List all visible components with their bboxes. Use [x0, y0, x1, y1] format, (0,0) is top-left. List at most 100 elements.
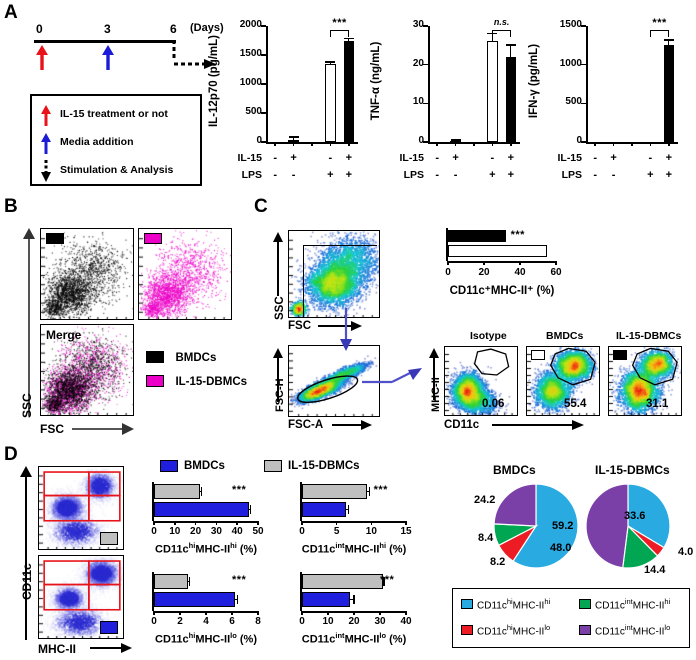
legend-label-d-il15dbmcs: IL-15-DBMCs [288, 460, 360, 472]
condition-symbol-il12p70-IL-15-3: - [328, 152, 333, 164]
errorcap-cd11cint-mhciilo-IL-15-DBMCs [383, 577, 385, 586]
y-axis-tnfa [428, 26, 430, 142]
panel-c-mhcii-label: MHC-II [430, 377, 442, 412]
quadrant-gate-1[interactable] [88, 471, 121, 497]
x-tick-tnfa-1 [454, 142, 457, 146]
pie-label-0-1: 8.2 [490, 556, 506, 568]
x-tick-ifng-1 [612, 142, 615, 146]
gate-overlay[interactable] [445, 347, 518, 416]
quadrant-gate-0[interactable] [43, 560, 90, 586]
y-tick-label-il12p70-3: 1500 [239, 48, 262, 59]
y-tick-label-tnfa-0: 0 [418, 135, 424, 146]
x-tick-il12p70-2 [311, 142, 313, 146]
y-tick-label-ifng-1: 500 [565, 96, 582, 108]
significance-cd11chi-mhciilo: *** [232, 574, 247, 586]
x-tick-cd11cint-mhciilo-1 [327, 611, 329, 615]
x-axis-cd11c [448, 261, 556, 263]
significance-tnfa: n.s. [493, 17, 510, 27]
bar-tnfa-4 [505, 56, 516, 142]
quadrant-gate-1[interactable] [88, 560, 121, 586]
x-tick-label-cd11cint-mhciilo-4: 40 [400, 616, 412, 627]
pie-legend-item-0: CD11chiMHC-IIhi [461, 597, 550, 611]
pie-chart-bmdcs: 59.2 8.2 8.4 24.2 [470, 480, 600, 575]
gate-polygon[interactable] [549, 347, 596, 386]
x-tick-cd11c-1 [483, 261, 485, 265]
y-tick-il12p70-3 [261, 54, 266, 56]
legend-label-bmdcs: BMDCs [175, 352, 217, 364]
errorbar-cd11cint-mhciilo-BMDCs [350, 598, 354, 601]
flow-plot-d-bmdcs[interactable] [38, 555, 124, 639]
x-tick-label-cd11cint-mhciihi-1: 5 [333, 526, 340, 537]
errorcap-cd11chi-mhciilo-IL-15-DBMCs [188, 577, 191, 586]
x-tick-cd11c-3 [555, 261, 557, 265]
red-up-arrow-icon [41, 105, 51, 126]
x-tick-il12p70-4 [348, 142, 350, 146]
condition-symbol-ifng-LPS-1: - [611, 169, 616, 181]
swatch-bmdcs-c [531, 350, 545, 360]
panel-c-ssc-axis-arrow-icon [273, 232, 283, 296]
gate-fsc-ssc[interactable] [303, 245, 377, 317]
errorcap-tnfa-4 [505, 44, 516, 46]
timeline-unit: (Days) [190, 22, 224, 34]
pie-label-1-0: 33.6 [624, 510, 646, 522]
condition-symbol-il12p70-LPS-3: + [327, 169, 334, 181]
sig-bracket-tnfa [492, 30, 511, 37]
x-tick-cd11chi-mhciilo-1 [179, 611, 181, 615]
flow-plot-isotype[interactable] [444, 346, 518, 416]
swatch-legend-bmdcs [160, 460, 178, 472]
pie-title-il15dbmcs: IL-15-DBMCs [595, 463, 670, 477]
condition-symbol-tnfa-LPS-1: - [453, 169, 458, 181]
x-tick-cd11cint-mhciilo-4 [405, 611, 407, 615]
panel-b-x-axis-arrow-icon [72, 423, 134, 435]
y-tick-label-il12p70-2: 1000 [239, 77, 262, 88]
pie-legend-item-3: CD11cintMHC-IIlo [579, 623, 670, 637]
scatter-canvas [41, 229, 133, 319]
flow-plot-merge-fsc-ssc[interactable] [40, 324, 134, 416]
bar-il12p70-4 [343, 41, 354, 142]
pie-svg-0 [493, 483, 579, 569]
x-tick-ifng-3 [649, 142, 652, 146]
x-axis-title-cd11c: CD11c⁺MHC-II⁺ (%) [449, 285, 555, 297]
condition-symbol-ifng-LPS-4: + [665, 169, 673, 181]
singlet-gate-overlay[interactable] [289, 346, 380, 417]
quadrant-gate-2[interactable] [43, 583, 90, 611]
gate-polygon[interactable] [473, 348, 510, 376]
quadrant-gate-3[interactable] [88, 494, 121, 522]
gating-arrow-right-icon [362, 368, 422, 384]
timeline-axis [34, 40, 176, 43]
quadrant-gate-0[interactable] [43, 471, 90, 497]
y-axis-il12p70 [266, 26, 268, 142]
condition-symbol-il12p70-IL-15-0: - [273, 152, 278, 164]
quadrant-gate-overlay[interactable] [39, 467, 124, 550]
flow-plot-bmdcs-fsc-ssc[interactable] [40, 228, 134, 320]
y-tick-ifng-3 [581, 25, 586, 27]
gate-polygon[interactable] [631, 347, 678, 386]
merge-label: Merge [46, 328, 82, 342]
x-tick-cd11chi-mhciihi-3 [215, 521, 218, 525]
x-tick-cd11cint-mhciihi-0 [301, 521, 303, 525]
x-tick-label-cd11chi-mhciihi-0: 0 [151, 526, 157, 537]
swatch-il15dbmcs-b [144, 233, 162, 244]
x-tick-cd11c-0 [447, 261, 449, 265]
legend-item-il15: IL-15 treatment or not [38, 102, 202, 128]
gate-overlay[interactable] [527, 347, 600, 416]
pie-swatch-cd11chi-mhciilo [461, 625, 473, 636]
x-tick-label-cd11cint-mhciihi-0: 0 [299, 526, 305, 537]
singlet-gate[interactable] [295, 371, 360, 408]
swatch-d-il15dbmcs [100, 532, 118, 545]
flow-plot-ssc-fsc[interactable] [288, 230, 380, 318]
quadrant-gate-2[interactable] [43, 494, 90, 522]
panel-a-legend-box: IL-15 treatment or not Media addition St… [30, 94, 202, 186]
quadrant-gate-overlay[interactable] [39, 556, 124, 639]
pie-slice-0-3 [493, 483, 537, 527]
flow-percent-isotype: 0.06 [482, 398, 505, 410]
gate-overlay[interactable] [609, 347, 682, 416]
swatch-bmdcs [146, 350, 164, 363]
chart-tnfa: 0 10 20 30 n.s. TNF-α (ng/mL) IL-15- + - + LPS - - + + [370, 8, 524, 190]
legend-label-il15dbmcs: IL-15-DBMCs [175, 376, 248, 388]
errorbar-il12p70-4 [348, 37, 350, 42]
panel-c-fsca-arrow-icon [332, 420, 372, 430]
bar-cd11cint-mhciilo-BMDCs [302, 592, 351, 607]
y-tick-il12p70-1 [261, 112, 266, 114]
quadrant-gate-3[interactable] [88, 583, 121, 611]
